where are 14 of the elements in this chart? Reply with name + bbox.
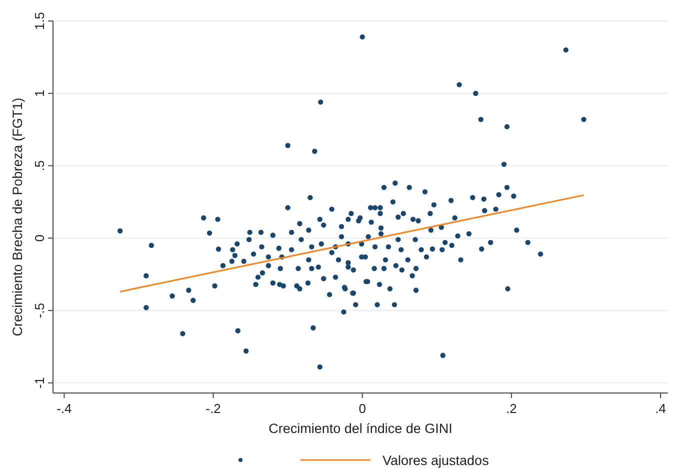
x-tick-label: 0 bbox=[358, 401, 366, 416]
y-tick-label: 1.5 bbox=[32, 12, 47, 30]
x-tick-label: .4 bbox=[655, 401, 666, 416]
x-tick-label: -.2 bbox=[206, 401, 221, 416]
x-tick-label: -.4 bbox=[56, 401, 72, 416]
y-tick-label: .5 bbox=[32, 160, 47, 172]
y-tick-label: -1 bbox=[32, 377, 47, 389]
y-tick-label: -.5 bbox=[32, 302, 47, 318]
text: Valores ajustados bbox=[382, 453, 490, 468]
y-axis-title: Crecimiento Brecha de Pobreza (FGT1) bbox=[10, 98, 25, 336]
y-tick-label: 1 bbox=[32, 90, 47, 97]
y-tick-label: 0 bbox=[32, 234, 47, 242]
x-axis-title: Crecimiento del índice de GINI bbox=[268, 421, 452, 436]
x-tick-label: .2 bbox=[506, 401, 517, 416]
